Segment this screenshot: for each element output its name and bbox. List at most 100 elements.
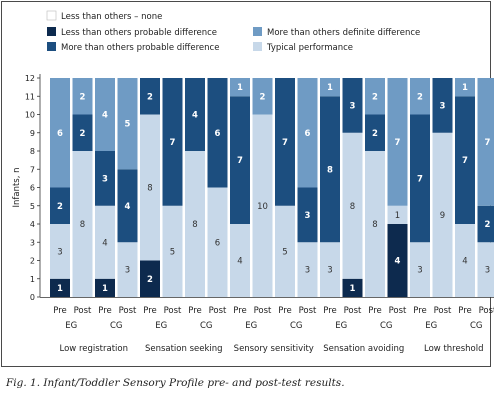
bar-segment-typical (387, 205, 408, 224)
bar-value-label: 8 (327, 165, 333, 175)
bar-segment-more_probable (72, 114, 93, 151)
bar-value-label: 1 (102, 284, 108, 294)
bar-value-label: 3 (305, 211, 311, 221)
bar-value-label: 4 (102, 238, 107, 248)
bar-segment-more_definite (320, 78, 340, 97)
bar-value-label: 3 (305, 266, 310, 276)
bar-segment-typical (117, 242, 138, 297)
bar-value-label: 2 (417, 92, 423, 102)
bar-segment-more_definite (455, 78, 475, 97)
bar-value-label: 7 (170, 138, 176, 148)
y-tick-label: 10 (25, 111, 35, 120)
bar-value-label: 8 (80, 220, 85, 230)
bar-value-label: 9 (440, 211, 445, 221)
bar-value-label: 7 (395, 138, 401, 148)
bar-value-label: 2 (80, 129, 86, 139)
bar-value-label: 6 (57, 129, 63, 139)
bar-value-label: 2 (147, 92, 153, 102)
bar-segment-more_probable (162, 78, 183, 206)
bar-segment-typical (455, 224, 475, 297)
bar-value-label: 2 (147, 275, 153, 285)
bar-segment-less_probable (50, 278, 70, 297)
bar-segment-more_definite (477, 78, 494, 206)
subgroup-label-cg: CG (470, 321, 483, 331)
bar-value-label: 2 (57, 202, 63, 212)
bar-value-label: 7 (485, 138, 491, 148)
bar-label-pre: Pre (413, 306, 427, 316)
category-label-low-registration: Low registration (60, 344, 128, 354)
bar-segment-typical (230, 224, 250, 297)
bar-value-label: 7 (462, 156, 468, 166)
legend-label-less_probable: Less than others probable difference (61, 28, 217, 38)
bar-segment-less_probable (387, 224, 408, 297)
subgroup-label-eg: EG (425, 321, 437, 331)
y-tick-label: 6 (30, 184, 35, 193)
bar-value-label: 8 (192, 220, 197, 230)
bar-segment-more_probable (50, 187, 70, 224)
legend-swatch-more_definite (253, 27, 262, 36)
bar-segment-typical (162, 205, 183, 297)
bar-value-label: 2 (80, 92, 86, 102)
bar-value-label: 6 (305, 129, 311, 139)
bar-segment-more_probable (117, 169, 138, 243)
bar-value-label: 8 (372, 220, 377, 230)
category-label-sensory-sensitivity: Sensory sensitivity (234, 344, 314, 354)
bar-value-label: 2 (372, 129, 378, 139)
bar-value-label: 2 (372, 92, 378, 102)
bar-label-post: Post (74, 306, 92, 316)
y-tick-label: 12 (25, 74, 35, 83)
subgroup-label-cg: CG (110, 321, 123, 331)
subgroup-label-eg: EG (155, 321, 167, 331)
bar-segment-typical (185, 151, 205, 297)
legend-swatch-typical (253, 42, 262, 51)
bar-segment-less_probable (95, 278, 115, 297)
bar-value-label: 3 (125, 266, 130, 276)
bar-segment-typical (342, 132, 363, 279)
category-label-sensation-avoiding: Sensation avoiding (323, 344, 404, 354)
bar-segment-more_definite (365, 78, 385, 115)
bar-segment-more_probable (320, 96, 340, 243)
bar-segment-more_definite (72, 78, 93, 115)
bar-segment-typical (95, 205, 115, 279)
bar-value-label: 3 (350, 101, 356, 111)
bar-segment-typical (252, 114, 273, 297)
bar-label-pre: Pre (98, 306, 112, 316)
bar-segment-more_definite (230, 78, 250, 97)
bar-value-label: 6 (215, 129, 221, 139)
y-tick-label: 8 (30, 147, 35, 156)
bar-label-pre: Pre (368, 306, 382, 316)
bar-segment-more_probable (275, 78, 295, 206)
legend-label-typical: Typical performance (266, 43, 353, 53)
bar-value-label: 7 (417, 174, 423, 184)
subgroup-label-eg: EG (245, 321, 257, 331)
bar-value-label: 2 (260, 92, 266, 102)
y-tick-label: 4 (30, 220, 35, 229)
bar-segment-more_probable (432, 78, 453, 133)
legend-label-more_definite: More than others definite difference (267, 28, 420, 38)
bar-label-post: Post (254, 306, 272, 316)
bar-label-pre: Pre (458, 306, 472, 316)
bar-segment-more_probable (410, 114, 430, 243)
subgroup-label-cg: CG (290, 321, 303, 331)
bar-label-pre: Pre (323, 306, 337, 316)
legend-swatch-less_probable (47, 27, 56, 36)
bar-value-label: 7 (282, 138, 288, 148)
bar-segment-more_definite (387, 78, 408, 206)
bar-segment-more_definite (297, 78, 318, 188)
bar-segment-typical (50, 224, 70, 279)
bar-segment-more_probable (185, 78, 205, 151)
bar-segment-more_probable (95, 151, 115, 206)
y-tick-label: 7 (30, 165, 35, 174)
subgroup-label-eg: EG (335, 321, 347, 331)
y-tick-label: 9 (30, 129, 35, 138)
bar-label-pre: Pre (233, 306, 247, 316)
legend-label-none: Less than others – none (61, 12, 162, 22)
bar-segment-more_probable (365, 114, 385, 151)
stacked-bar-chart: Less than others – none Less than others … (12, 10, 494, 354)
bar-segment-more_probable (455, 96, 475, 224)
y-tick-label: 2 (30, 257, 35, 266)
bar-value-label: 4 (192, 111, 198, 121)
bar-segment-more_probable (230, 96, 250, 224)
bar-value-label: 4 (237, 257, 242, 267)
